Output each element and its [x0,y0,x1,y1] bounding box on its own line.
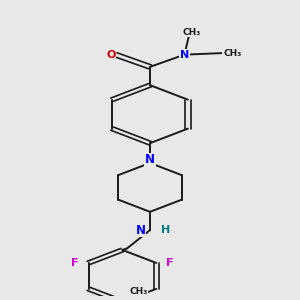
Text: CH₃: CH₃ [224,49,242,58]
Text: F: F [166,258,174,268]
Text: CH₃: CH₃ [182,28,200,37]
Text: N: N [145,153,155,167]
Text: N: N [136,224,146,237]
Text: F: F [71,258,79,268]
Text: O: O [106,50,116,60]
Text: H: H [161,225,171,235]
Text: N: N [180,50,189,60]
Text: CH₃: CH₃ [130,287,148,296]
